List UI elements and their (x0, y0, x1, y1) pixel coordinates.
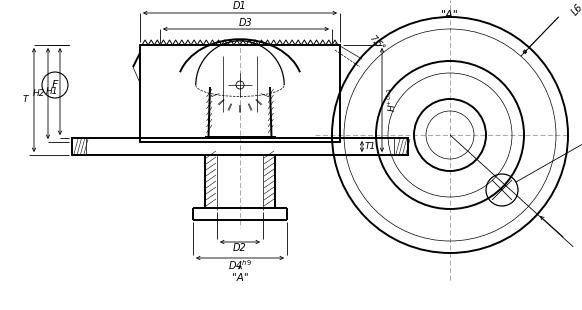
Text: D3: D3 (239, 18, 253, 28)
Text: T: T (22, 95, 28, 104)
Text: D2: D2 (233, 243, 247, 253)
Text: "A": "A" (441, 10, 459, 20)
Text: D4$^{h9}$: D4$^{h9}$ (228, 258, 252, 272)
Text: H$^{+0,1}$: H$^{+0,1}$ (386, 87, 398, 113)
Text: H1: H1 (46, 87, 58, 96)
Text: H2: H2 (33, 89, 45, 98)
Text: F: F (52, 80, 58, 90)
Text: L6: L6 (570, 2, 582, 17)
Text: T1: T1 (364, 142, 375, 151)
Text: "A": "A" (232, 273, 249, 283)
Text: D5: D5 (579, 247, 582, 264)
Text: D1: D1 (233, 1, 247, 11)
Text: 7,5°: 7,5° (367, 33, 385, 53)
